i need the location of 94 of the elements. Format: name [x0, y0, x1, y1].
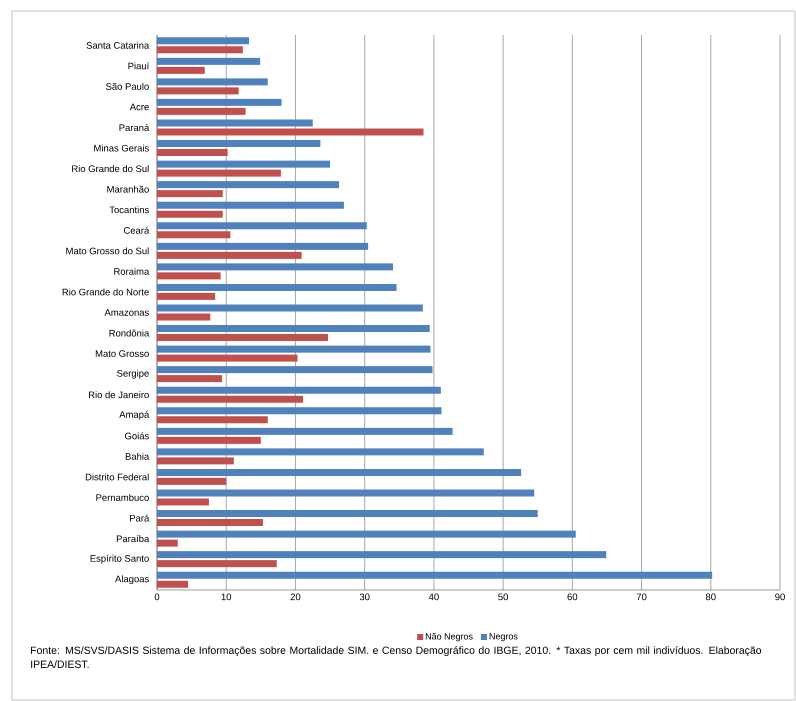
y-tick-label: Rio Grande do Sul [72, 165, 149, 172]
bar [157, 572, 712, 579]
bar [157, 231, 230, 238]
y-tick-label: Santa Catarina [86, 42, 150, 49]
y-tick-label: Espírito Santo [90, 554, 149, 564]
bar [157, 98, 282, 106]
y-tick-label: Maranhão [107, 186, 149, 193]
y-tick-label: Ceará [124, 226, 150, 234]
y-tick-label: Pernambuco [96, 494, 149, 501]
y-tick-label: Paraná [119, 124, 150, 132]
bar [157, 66, 205, 74]
bar [157, 489, 534, 496]
bar [157, 108, 246, 115]
bar [157, 242, 368, 250]
y-tick-label: Minas Gerais [94, 144, 149, 152]
y-tick-label: Acre [130, 104, 149, 110]
bar [157, 416, 268, 424]
bar [157, 457, 234, 464]
x-tick-label: 90 [775, 594, 785, 600]
bar [157, 386, 441, 394]
bar [157, 448, 484, 456]
bar [157, 540, 178, 547]
bar [157, 313, 210, 320]
bar [157, 170, 281, 177]
bar [157, 181, 340, 188]
bar [157, 37, 250, 44]
bar [157, 428, 453, 435]
bar [157, 366, 433, 374]
bar [157, 436, 261, 444]
y-tick-label: Distrito Federal [86, 473, 149, 480]
bar [157, 160, 330, 168]
bar [157, 375, 222, 382]
x-tick-label: 0 [154, 594, 160, 600]
bar [157, 325, 430, 332]
bar [157, 210, 223, 218]
bar [157, 272, 221, 280]
y-tick-label: Piauí [128, 62, 150, 70]
bar [157, 478, 226, 485]
y-tick-label: Amazonas [104, 309, 149, 316]
bar [157, 263, 394, 270]
bar [157, 78, 268, 86]
x-tick-label: 60 [568, 594, 578, 600]
y-tick-label: São Paulo [106, 82, 149, 90]
y-tick-label: Tocantins [109, 206, 149, 214]
y-tick-label: Rio de Janeiro [88, 391, 149, 398]
bar [157, 149, 228, 156]
x-tick-label: 80 [706, 594, 716, 600]
x-tick-label: 40 [428, 594, 439, 600]
y-tick-label: Alagoas [115, 575, 149, 584]
bar [157, 140, 320, 148]
y-tick-label: Rondônia [110, 330, 150, 337]
bar [157, 354, 298, 362]
bar [157, 304, 423, 312]
y-tick-label: Roraima [114, 268, 150, 275]
bar [157, 284, 397, 291]
bar [157, 468, 522, 476]
y-tick-label: Pará [130, 514, 150, 522]
bar [157, 551, 606, 558]
y-tick-label: Rio Grande do Norte [62, 288, 149, 296]
y-tick-label: Amapá [119, 410, 150, 420]
bar [157, 202, 344, 209]
bar [157, 119, 313, 126]
x-tick-label: 30 [360, 594, 370, 600]
bar [157, 190, 223, 198]
bar [157, 87, 239, 94]
bar [157, 396, 304, 403]
y-tick-label: Sergipe [117, 370, 149, 379]
source-note: Fonte: MS/SVS/DASIS Sistema de Informações sobre Mortalidade SIM. e Censo Demográfico do IBGE, 2010. * Taxas por cem mil indivíduos. Elaboração IPEA/DIEST. [31, 646, 762, 668]
bar [157, 334, 328, 342]
x-tick-label: 20 [290, 594, 300, 600]
legend-label: Não Negros [426, 633, 473, 642]
bar [157, 510, 538, 518]
bar [157, 128, 424, 136]
x-tick-label: 70 [636, 594, 646, 600]
y-tick-label: Paraíba [116, 535, 150, 542]
bar [157, 46, 243, 54]
x-tick-label: 50 [498, 594, 508, 600]
legend-label: Negros [490, 633, 518, 642]
y-tick-label: Bahia [126, 452, 150, 460]
bar [157, 346, 430, 353]
y-tick-label: Mato Grosso [96, 350, 149, 357]
y-tick-label: Mato Grosso do Sul [66, 247, 149, 254]
bar [157, 407, 442, 414]
bar [157, 222, 367, 230]
bar [157, 580, 188, 588]
bar [157, 58, 260, 65]
bar [157, 498, 209, 506]
bar [157, 560, 277, 568]
bar [157, 519, 263, 526]
bar [157, 292, 216, 300]
bar [157, 530, 576, 538]
bar [157, 252, 302, 259]
y-tick-label: Goiás [124, 432, 149, 440]
x-tick-label: 10 [222, 594, 232, 600]
